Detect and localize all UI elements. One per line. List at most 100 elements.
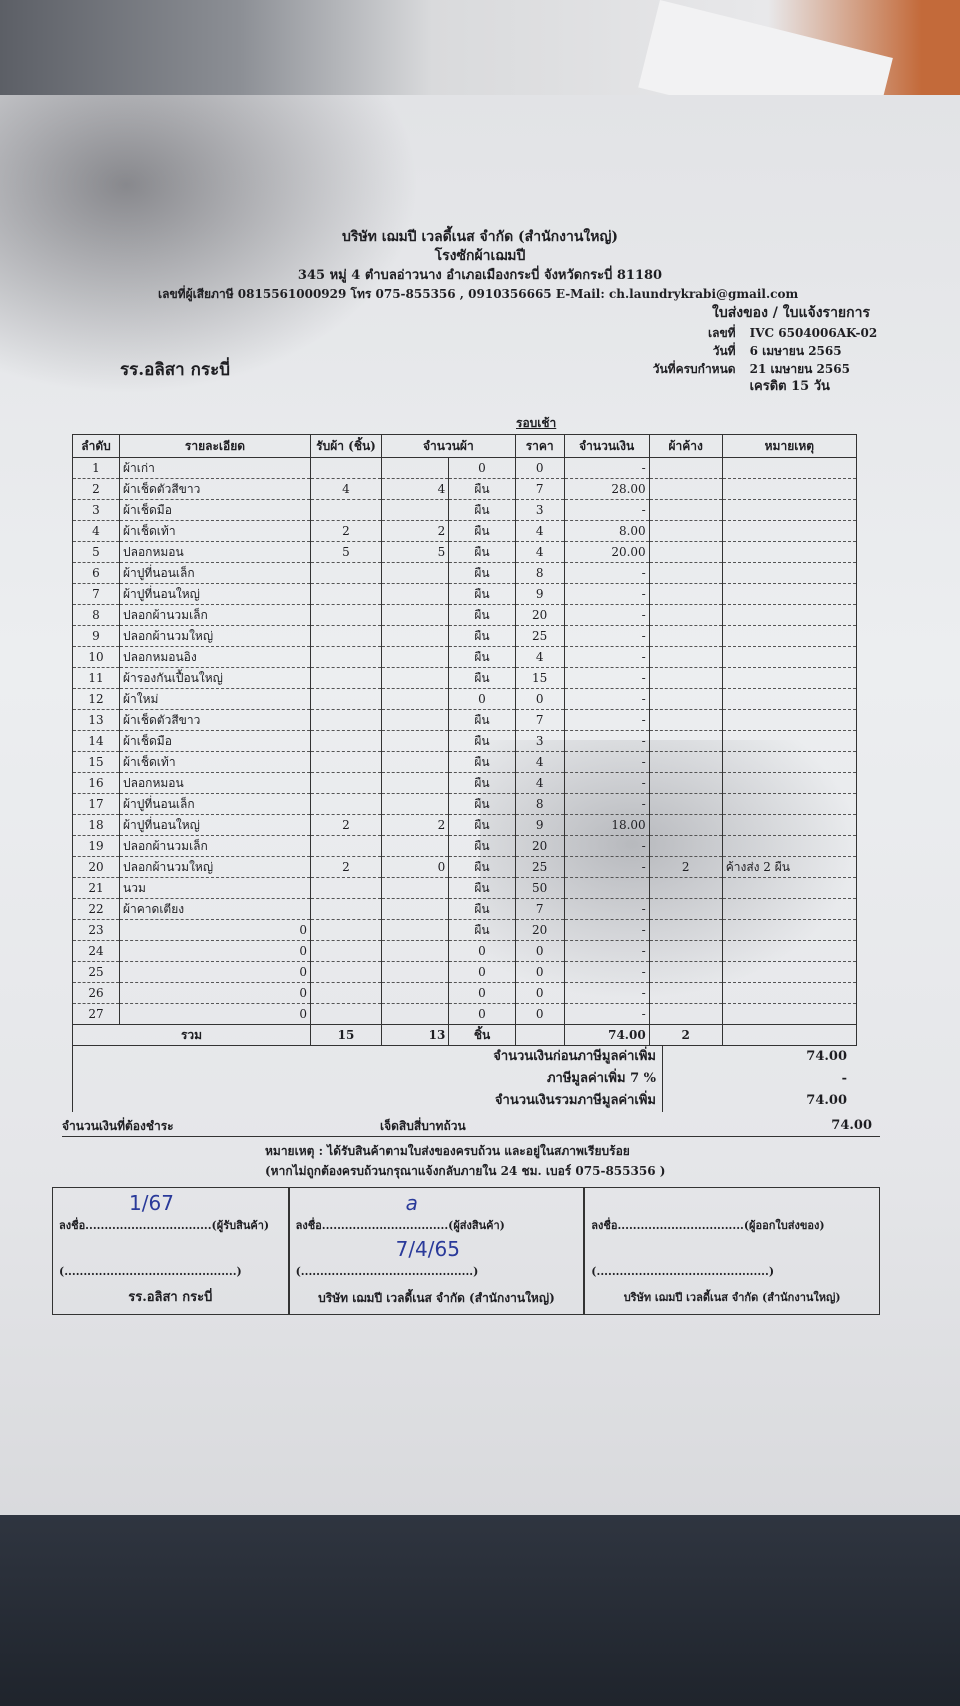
cell-price: 3	[514, 730, 565, 752]
cell-no: 16	[72, 772, 120, 794]
table-row: 3 ผ้าเช็ดมือ ผืน 3-	[72, 499, 858, 521]
cell-item: ผ้ารองกันเปื้อนใหญ่	[119, 667, 311, 689]
cell-recv	[310, 667, 382, 689]
table-row: 6 ผ้าปูที่นอนเล็ก ผืน 8-	[72, 562, 858, 584]
cell-unit: ผืน	[448, 856, 516, 878]
cell-price: 0	[514, 961, 565, 983]
table-row: 16 ปลอกหมอน ผืน 4-	[72, 772, 858, 794]
cell-amount: -	[563, 562, 650, 584]
company-address: 345 หมู่ 4 ตำบลอ่าวนาง อำเภอเมืองกระบี่ …	[297, 268, 663, 283]
cell-no: 21	[72, 877, 120, 899]
table-row: 24 0 0 0-	[72, 940, 858, 962]
vat-value: -	[841, 1071, 847, 1086]
handwriting-spacer	[591, 1236, 873, 1262]
cell-price: 8	[514, 793, 565, 815]
table-row: 7 ผ้าปูที่นอนใหญ่ ผืน 9-	[72, 583, 858, 605]
sender-org: บริษัท เฌมปี เวลดี้เนส จำกัด (สำนักงานให…	[318, 1291, 555, 1305]
total-pending: 2	[648, 1024, 723, 1046]
payable-value: 74.00	[831, 1118, 872, 1133]
cell-recv	[310, 919, 382, 941]
name-line: (.......................................…	[295, 1265, 479, 1278]
cell-item: ผ้าใหม่	[119, 688, 311, 710]
signature-boxes: 1/67 ลงชื่อ.............................…	[52, 1187, 880, 1315]
cell-unit: ผืน	[448, 709, 516, 731]
col-detail: รายละเอียด	[119, 434, 311, 458]
payable-row: จำนวนเงินที่ต้องชำระ เจ็ดสิบสี่บาทถ้วน 7…	[62, 1116, 880, 1137]
cell-no: 11	[72, 667, 120, 689]
document-body: รอบเช้า ลำดับ รายละเอียด รับผ้า (ชิ้น) จ…	[52, 412, 880, 1315]
table-row: 25 0 0 0-	[72, 961, 858, 983]
handwritten-signature: 1/67	[129, 1191, 174, 1215]
table-row: 26 0 0 0-	[72, 982, 858, 1004]
cell-qty	[380, 898, 450, 920]
cell-recv	[310, 751, 382, 773]
cell-qty	[380, 667, 450, 689]
name-line: (.......................................…	[591, 1265, 775, 1278]
table-row: 18 ผ้าปูที่นอนใหญ่ 2 2 ผืน 9 18.00	[72, 814, 858, 836]
cell-price: 0	[514, 688, 565, 710]
cell-unit: ผืน	[448, 730, 516, 752]
cell-item: 0	[119, 940, 311, 962]
table-row: 1 ผ้าเก่า 0 0-	[72, 457, 858, 479]
cell-qty	[380, 961, 450, 983]
cell-amount: -	[563, 730, 650, 752]
cell-qty: 2	[380, 520, 450, 542]
cell-item: ผ้าเช็ดตัวสีขาว	[119, 478, 311, 500]
cell-price: 8	[514, 562, 565, 584]
cell-recv	[310, 961, 382, 983]
cell-item: ผ้าเช็ดเท้า	[119, 751, 311, 773]
cell-recv	[310, 562, 382, 584]
cell-qty: 0	[380, 856, 450, 878]
cell-amount: -	[563, 919, 650, 941]
col-remark: หมายเหตุ	[721, 434, 858, 458]
credit-terms: เครดิต 15 วัน	[749, 379, 830, 394]
cell-price: 0	[514, 1003, 565, 1025]
cell-item: ผ้าคาดเตียง	[119, 898, 311, 920]
cell-pending	[648, 1003, 723, 1025]
cell-pending	[648, 667, 723, 689]
table-row: 4 ผ้าเช็ดเท้า 2 2 ผืน 4 8.00	[72, 520, 858, 542]
col-quantity: จำนวนผ้า	[381, 434, 516, 458]
cell-recv	[310, 583, 382, 605]
handwritten-signature: a	[405, 1191, 418, 1215]
cell-item: 0	[119, 961, 311, 983]
table-row: 9 ปลอกผ้านวมใหญ่ ผืน 25-	[72, 625, 858, 647]
cell-note	[721, 940, 858, 962]
cell-item: 0	[119, 919, 311, 941]
cell-price: 20	[514, 919, 565, 941]
cell-amount: -	[563, 646, 650, 668]
cell-amount: 28.00	[563, 478, 650, 500]
signature-box-receiver: 1/67 ลงชื่อ.............................…	[52, 1187, 289, 1315]
cell-note	[721, 835, 858, 857]
name-line: (.......................................…	[59, 1265, 242, 1278]
cell-item: ผ้าเช็ดเท้า	[119, 520, 311, 542]
cell-no: 12	[72, 688, 120, 710]
cell-pending	[648, 940, 723, 962]
table-row: 5 ปลอกหมอน 5 5 ผืน 4 20.00	[72, 541, 858, 563]
table-row: 13 ผ้าเช็ดตัวสีขาว ผืน 7-	[72, 709, 858, 731]
cell-no: 6	[72, 562, 120, 584]
cell-note	[721, 751, 858, 773]
cell-price: 0	[514, 940, 565, 962]
cell-qty	[380, 751, 450, 773]
cell-item: ปลอกหมอนอิง	[119, 646, 311, 668]
subtotal-value: 74.00	[806, 1049, 847, 1064]
cell-item: 0	[119, 982, 311, 1004]
cell-no: 8	[72, 604, 120, 626]
table-row: 22 ผ้าคาดเตียง ผืน 7-	[72, 898, 858, 920]
due-date: 21 เมษายน 2565	[749, 362, 850, 376]
cell-recv	[310, 835, 382, 857]
signature-box-issuer: ลงชื่อ.................................(…	[584, 1187, 880, 1315]
cell-note	[721, 499, 858, 521]
col-no: ลำดับ	[72, 434, 120, 458]
cell-item: ผ้าเก่า	[119, 457, 311, 479]
cell-pending	[648, 961, 723, 983]
cell-note	[721, 772, 858, 794]
cell-no: 10	[72, 646, 120, 668]
cell-price: 25	[514, 856, 565, 878]
cell-amount: -	[563, 625, 650, 647]
cell-qty	[380, 940, 450, 962]
cell-unit: ผืน	[448, 541, 516, 563]
cell-price: 4	[514, 520, 565, 542]
cell-no: 17	[72, 793, 120, 815]
